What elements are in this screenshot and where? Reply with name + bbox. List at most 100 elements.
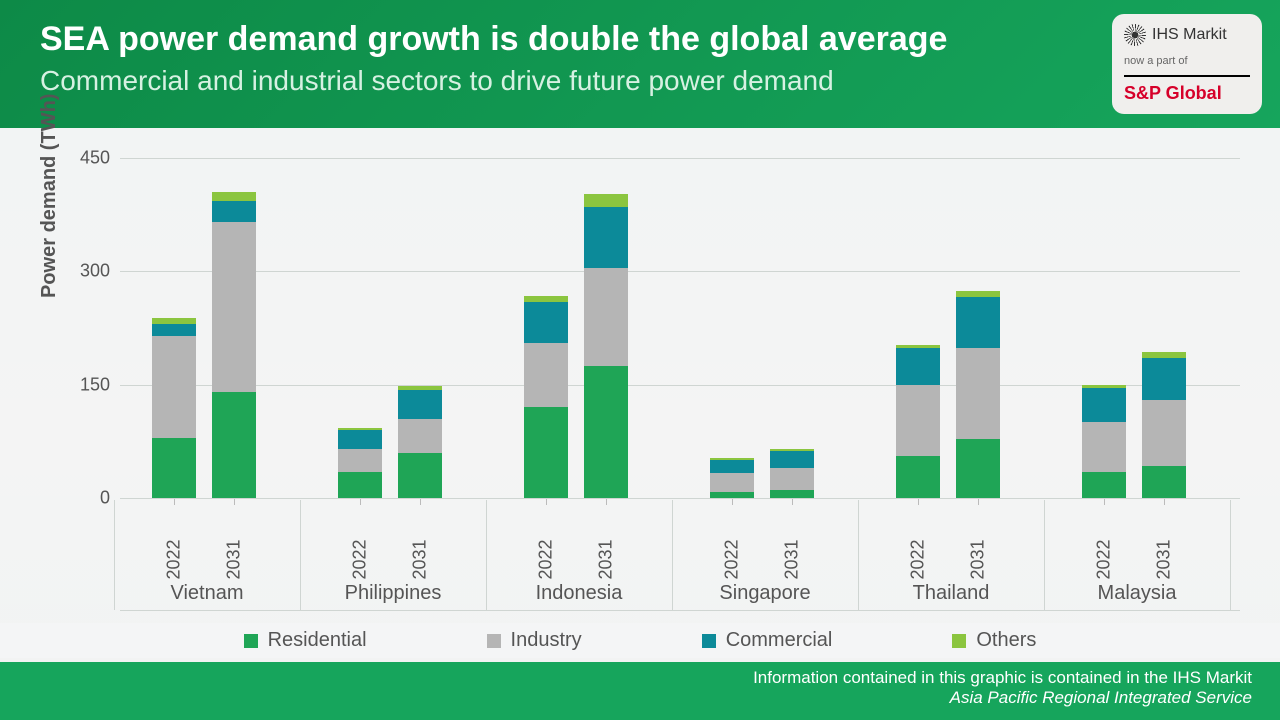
gridline [120,158,1240,159]
bar-column: 2022 [1082,352,1126,498]
year-tick [420,498,421,505]
year-tick [1164,498,1165,505]
bar-segment-industry [152,336,196,438]
y-tick-label: 450 [70,148,110,169]
year-label: 2022 [1094,538,1115,582]
bar-segment-residential [770,490,814,498]
bar-segment-industry [398,419,442,453]
country-label: Philippines [300,582,486,605]
bar-segment-residential [152,438,196,498]
year-label: 2031 [224,538,245,582]
bar-column: 2022 [152,192,196,498]
legend-item-residential: Residential [244,629,367,652]
legend-label: Others [976,629,1036,652]
bar-segment-industry [896,385,940,457]
bar-segment-residential [896,456,940,498]
bar-column: 2022 [710,449,754,498]
ihs-markit-logo: IHS Markit [1124,24,1250,46]
year-label: 2022 [908,538,929,582]
bar-segment-industry [1142,400,1186,466]
chart-area: Power demand (TWh) 015030045020222031202… [0,128,1280,662]
bar-segment-industry [956,348,1000,439]
bar-segment-industry [1082,422,1126,471]
bar-segment-residential [1142,466,1186,498]
bar-segment-residential [212,392,256,498]
page-subtitle: Commercial and industrial sectors to dri… [40,65,1240,97]
legend-swatch [952,634,966,648]
year-tick [918,498,919,505]
year-tick [606,498,607,505]
legend-item-others: Others [952,629,1036,652]
year-tick [546,498,547,505]
bar-segment-residential [398,453,442,498]
year-label: 2031 [782,538,803,582]
country-label: Indonesia [486,582,672,605]
year-tick [174,498,175,505]
year-label: 2022 [536,538,557,582]
year-tick [978,498,979,505]
bar-segment-residential [584,366,628,498]
bar-segment-residential [956,439,1000,498]
year-tick [1104,498,1105,505]
year-tick [234,498,235,505]
legend-swatch [244,634,258,648]
legend-label: Industry [511,629,582,652]
y-tick-label: 300 [70,261,110,282]
y-tick-label: 0 [70,488,110,509]
bar-segment-commercial [338,430,382,449]
bar-segment-others [212,192,256,201]
bar-segment-commercial [896,348,940,384]
gridline [120,385,1240,386]
country-label: Singapore [672,582,858,605]
year-label: 2022 [164,538,185,582]
page-title: SEA power demand growth is double the gl… [40,20,1240,59]
bar-segment-others [584,194,628,208]
bar-segment-residential [524,407,568,498]
header-bar: SEA power demand growth is double the gl… [0,0,1280,128]
sunburst-icon [1124,24,1146,46]
bar-column: 2031 [770,449,814,498]
brand-logo-box: IHS Markit now a part of S&P Global [1112,14,1262,114]
bar-segment-industry [710,473,754,492]
bar-column: 2022 [524,194,568,498]
legend-label: Commercial [726,629,833,652]
bar-segment-commercial [212,201,256,222]
country-group: 2022 2031 [524,194,628,498]
bar-segment-commercial [398,390,442,419]
legend-label: Residential [268,629,367,652]
stacked-bar-chart: 0150300450202220312022203120222031202220… [120,158,1240,498]
bar-segment-residential [1082,472,1126,498]
year-tick [792,498,793,505]
bar-segment-residential [338,472,382,498]
bar-segment-industry [338,449,382,472]
country-group: 2022 2031 [896,291,1000,498]
group-separator [1230,500,1231,610]
group-sep-baseline [120,610,1240,611]
footer-line-2: Asia Pacific Regional Integrated Service [28,688,1252,708]
year-label: 2031 [596,538,617,582]
bar-column: 2022 [896,291,940,498]
bar-column: 2031 [584,194,628,498]
footer-bar: Information contained in this graphic is… [0,662,1280,720]
country-group: 20222031 [1082,352,1186,498]
bar-segment-industry [770,468,814,491]
y-axis-label: Power demand (TWh) [38,94,61,298]
year-tick [360,498,361,505]
legend-item-industry: Industry [487,629,582,652]
country-label: Vietnam [114,582,300,605]
bar-segment-industry [524,343,568,407]
country-group: 20222031 [338,386,442,498]
year-tick [732,498,733,505]
bar-column: 2031 [956,291,1000,498]
year-label: 2022 [350,538,371,582]
bar-segment-commercial [152,324,196,335]
country-group: 20222031 [152,192,256,498]
bar-segment-commercial [1082,388,1126,422]
bar-segment-commercial [1142,358,1186,400]
year-label: 2031 [410,538,431,582]
bar-segment-commercial [710,460,754,474]
legend-swatch [487,634,501,648]
year-label: 2022 [722,538,743,582]
bar-column: 2031 [398,386,442,498]
footer-line-1: Information contained in this graphic is… [28,668,1252,688]
